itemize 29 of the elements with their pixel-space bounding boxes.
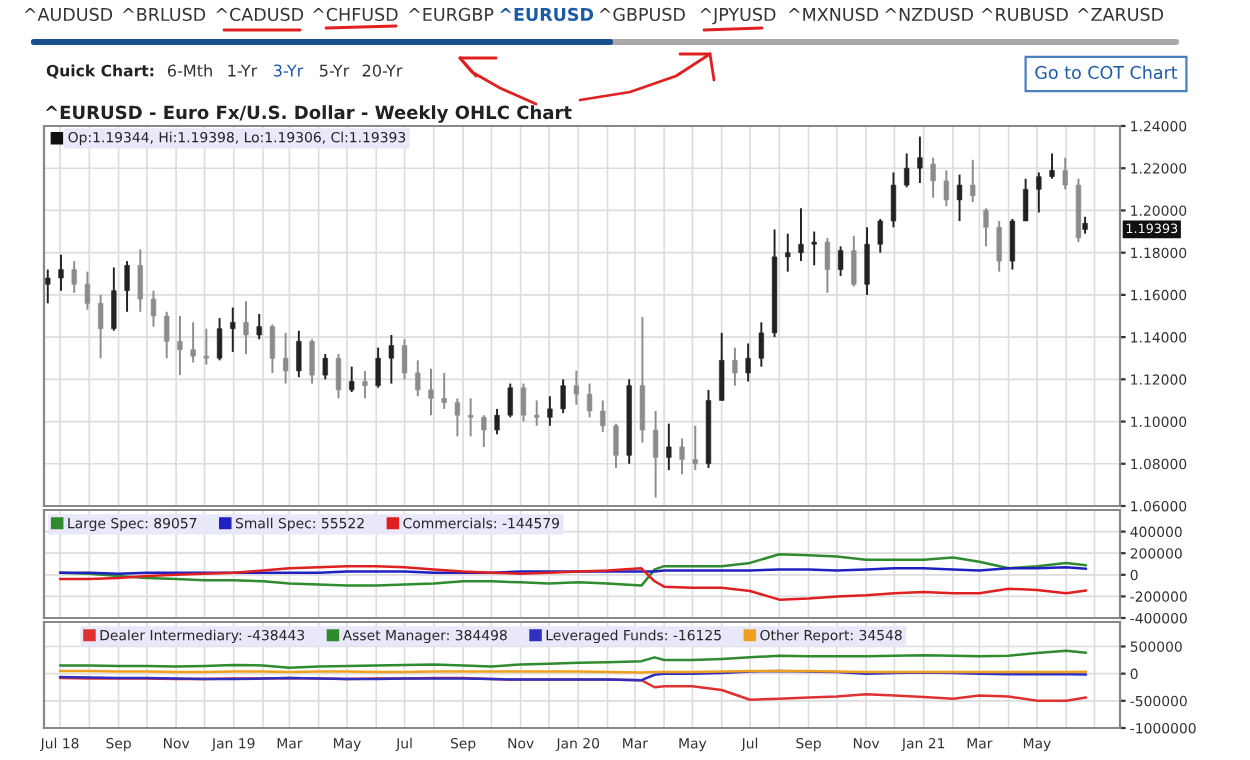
text: ^EURUSD xyxy=(500,7,594,22)
line-series xyxy=(58,564,1088,601)
text: 20-Yr xyxy=(362,64,403,77)
text: 6-Mth xyxy=(167,64,212,77)
text: ^CHFUSD xyxy=(313,7,398,22)
candlestick xyxy=(150,289,157,328)
line-series xyxy=(58,649,1088,669)
text: 1-Yr xyxy=(228,64,258,77)
candlestick xyxy=(890,171,897,229)
candlestick xyxy=(811,230,817,267)
text: ^RUBUSD xyxy=(981,7,1068,22)
text: ^BRLUSD xyxy=(122,7,206,22)
candlestick xyxy=(335,353,342,400)
text: ^AUDUSD xyxy=(24,7,113,22)
text: ^JPYUSD xyxy=(700,7,776,25)
text: ^NZDUSD xyxy=(885,7,973,22)
chart-title: ^EURUSD - Euro Fx/U.S. Dollar - Weekly OHLC Chart xyxy=(45,105,572,123)
candlestick xyxy=(705,388,712,469)
text: 5-Yr xyxy=(319,64,350,77)
text: ^CADUSD xyxy=(216,7,304,22)
text: ^GBPUSD xyxy=(599,7,685,22)
candlestick xyxy=(520,382,527,423)
text: ^ZARUSD xyxy=(1077,7,1164,22)
candlestick xyxy=(785,232,791,273)
text: ^EURGBP xyxy=(409,7,494,22)
candlestick xyxy=(203,327,209,366)
text: Go to COT Chart xyxy=(1035,65,1178,80)
text: 3-Yr xyxy=(273,64,304,77)
text: ^MXNUSD xyxy=(788,7,879,22)
